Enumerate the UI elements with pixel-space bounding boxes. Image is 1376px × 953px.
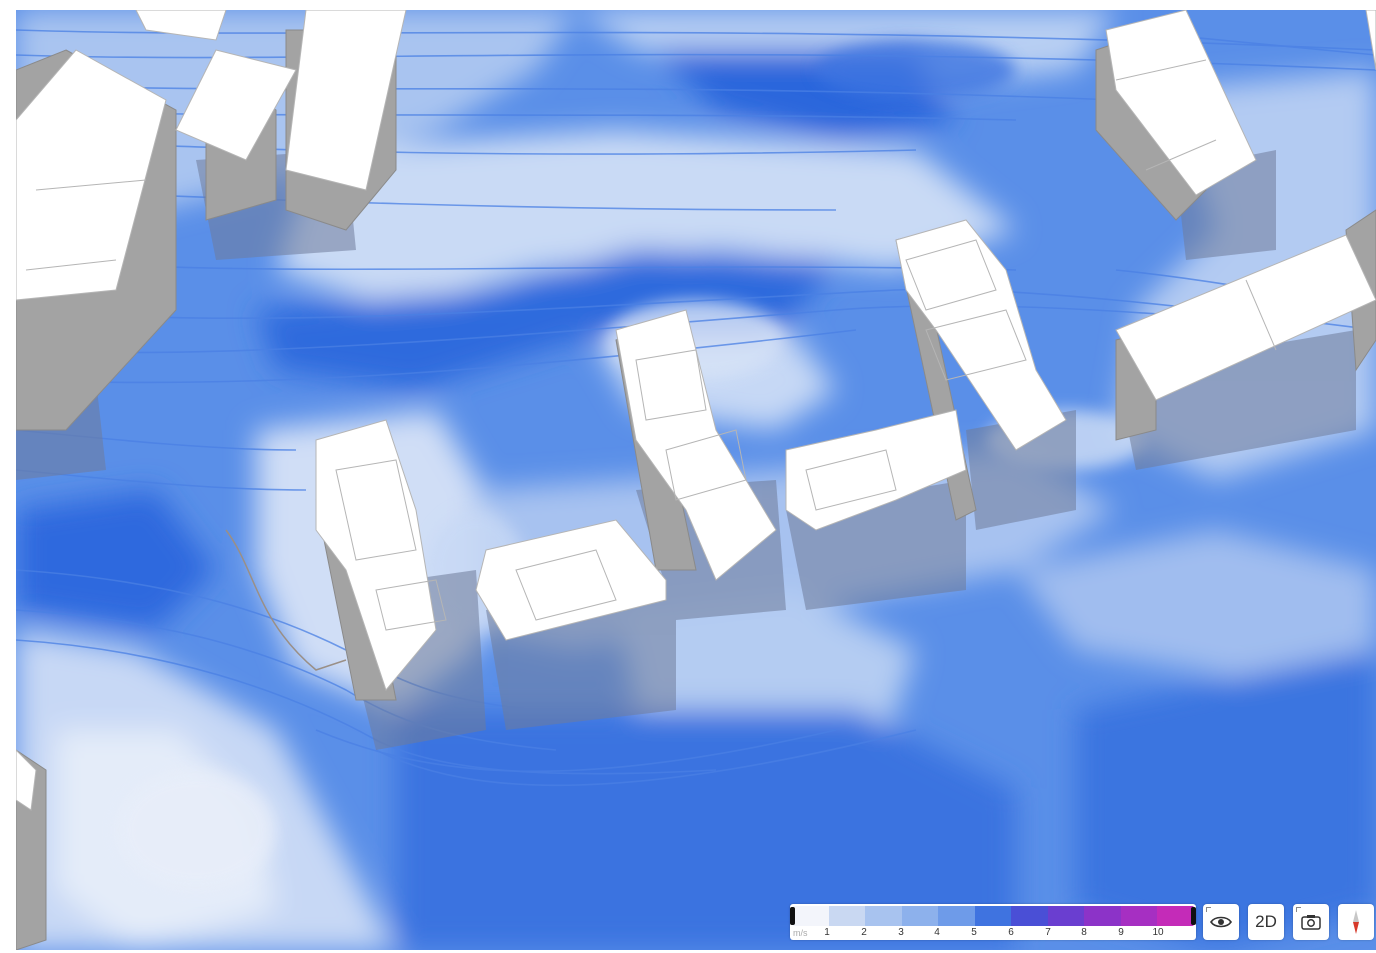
legend-range-handle-min[interactable] [790,907,795,925]
building-top-faces [16,10,1376,811]
legend-unit: m/s [793,928,808,938]
legend-swatch [1011,906,1048,926]
building-center-a [315,419,437,692]
building-top-right [1105,10,1257,196]
legend-tick: 3 [898,927,904,938]
legend-swatch [1047,906,1085,926]
legend-tick: 8 [1081,927,1087,938]
compass-icon [1353,910,1359,934]
legend-tick: 6 [1008,927,1014,938]
legend-range-handle-max[interactable] [1191,907,1196,925]
legend-swatch [828,906,866,926]
legend-tick: 7 [1045,927,1051,938]
legend-swatch [792,906,829,926]
view-mode-label: 2D [1255,912,1277,931]
legend-tick: 5 [971,927,977,938]
view-mode-2d-button[interactable]: 2D [1248,904,1284,940]
building-right-long [1115,234,1376,401]
legend-color-ramp [792,906,1194,926]
visibility-toggle-button[interactable] [1203,904,1239,940]
camera-icon [1301,915,1321,930]
screenshot-button[interactable] [1293,904,1329,940]
corner-mark [1296,907,1301,912]
building-top-left-4 [135,10,227,41]
building-top-left-3 [285,10,407,191]
building-center-d [785,409,967,531]
legend-swatch [1120,906,1158,926]
legend-swatch [901,906,939,926]
building-center-b [475,519,667,641]
wind-flow-scene[interactable] [16,10,1376,950]
building-top-left-2 [175,49,297,161]
wind-speed-legend: m/s 1 2 3 4 5 6 7 8 9 10 [790,904,1196,940]
legend-tick: 1 [824,927,830,938]
building-top-left-1 [16,49,167,301]
legend-swatch [865,906,902,926]
eye-icon [1210,916,1232,928]
legend-tick: 10 [1152,927,1164,938]
legend-tick: 4 [934,927,940,938]
legend-swatch [974,906,1012,926]
building-center-e [895,219,1067,451]
legend-swatch [1084,906,1121,926]
legend-swatch [938,906,975,926]
legend-tick: 9 [1118,927,1124,938]
site-boundary-line [225,529,347,671]
building-roof-details [25,59,1277,631]
legend-tick: 2 [861,927,867,938]
corner-mark [1206,907,1211,912]
wind-simulation-viewport[interactable] [16,10,1376,950]
compass-button[interactable] [1338,904,1374,940]
legend-swatch [1157,906,1194,926]
